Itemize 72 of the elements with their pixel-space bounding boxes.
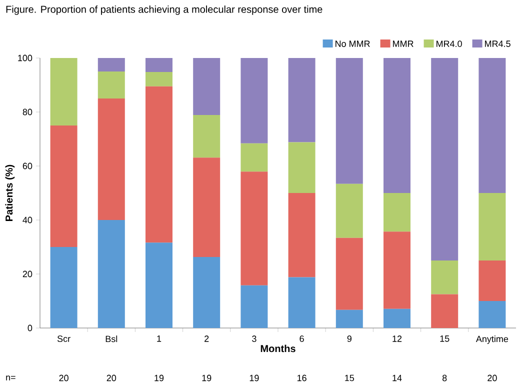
bar: [336, 184, 363, 238]
bar: [240, 143, 268, 172]
x-tick-label: 12: [392, 336, 402, 342]
bar: [431, 294, 458, 328]
y-tick-label: 80: [22, 108, 32, 116]
bar: [50, 247, 78, 328]
bar: [50, 58, 78, 126]
bar: [478, 58, 506, 193]
bar: [240, 172, 268, 286]
bar: [431, 58, 458, 260]
bar: [384, 193, 410, 232]
bar: [98, 71, 125, 98]
text: 8: [442, 374, 447, 382]
bar: [240, 285, 268, 328]
y-tick-label: 20: [22, 270, 32, 278]
bar: [288, 277, 316, 328]
bar: [193, 158, 220, 257]
chart-title: Figure. Proportion of patients achieving a molecular response over time: [6, 6, 322, 15]
bar: [98, 98, 125, 220]
bar: [478, 193, 506, 260]
x-axis-title: Months: [260, 344, 296, 352]
bar: [336, 58, 363, 184]
bar: [193, 114, 220, 158]
legend-label: MR4.0: [436, 40, 462, 47]
text: 20: [106, 374, 116, 382]
text: 16: [297, 374, 306, 382]
bar: [431, 260, 458, 294]
bar: [146, 72, 172, 86]
text: 20: [59, 374, 68, 382]
bar: [146, 242, 172, 328]
bar: [193, 256, 220, 328]
bar: [50, 126, 78, 247]
bar: [478, 301, 506, 328]
x-tick-label: 9: [347, 336, 352, 342]
legend-label: MMR: [393, 40, 414, 47]
text: 20: [488, 374, 497, 382]
text: 19: [202, 374, 212, 382]
y-tick-label: 60: [22, 162, 32, 170]
legend-label: No MMR: [336, 40, 370, 47]
text: 19: [154, 374, 164, 382]
text: 14: [392, 374, 402, 382]
y-tick-label: 0: [28, 324, 32, 332]
bar: [98, 220, 125, 328]
x-tick-label: 15: [440, 336, 450, 342]
bar: [384, 58, 410, 193]
x-tick-label: Scr: [57, 336, 70, 342]
x-tick-label: 6: [300, 336, 304, 342]
x-tick-label: Anytime: [476, 336, 508, 344]
x-tick-label: 2: [204, 336, 209, 342]
bar: [98, 58, 125, 72]
bar: [288, 142, 316, 193]
bar: [478, 260, 506, 301]
text: n=: [6, 376, 16, 380]
y-axis-title: Patients (%): [5, 164, 15, 221]
legend-label: MR4.5: [485, 40, 510, 47]
bar: [384, 232, 410, 309]
bar: [288, 193, 316, 278]
text: 19: [250, 374, 259, 382]
bar: [193, 58, 220, 115]
bar: [146, 58, 172, 72]
y-tick-label: 40: [22, 216, 32, 224]
bar: [336, 238, 363, 310]
bar: [240, 58, 268, 144]
x-tick-label: 1: [157, 336, 162, 342]
text: 15: [345, 374, 354, 382]
x-tick-label: Bsl: [106, 336, 118, 342]
bar: [384, 308, 410, 328]
bar: [146, 86, 172, 243]
x-tick-label: 3: [252, 336, 256, 342]
y-tick-label: 100: [18, 54, 32, 62]
bar: [336, 310, 363, 328]
bar: [288, 58, 316, 142]
